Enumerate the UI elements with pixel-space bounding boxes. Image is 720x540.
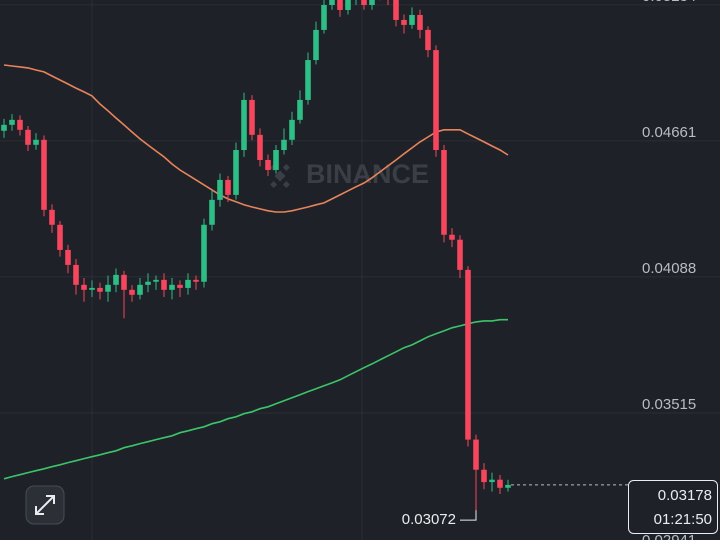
candle-body: [249, 99, 255, 135]
candle-body: [137, 284, 143, 295]
candle-body: [497, 479, 503, 488]
candle-body: [193, 279, 199, 282]
candle-body: [505, 484, 511, 488]
countdown: 01:21:50: [654, 511, 712, 528]
candle-body: [321, 4, 327, 30]
y-tick-label: 0.05234: [642, 0, 696, 5]
candle-body: [169, 284, 175, 290]
candle-layer: [1, 0, 511, 511]
candle-body: [153, 279, 159, 282]
y-tick-label: 0.03515: [642, 396, 696, 413]
candle-body: [121, 274, 127, 290]
candle-body: [433, 50, 439, 151]
candle-body: [17, 119, 23, 130]
moving-average-line: [3, 64, 509, 213]
candle-body: [489, 479, 495, 483]
candle-body: [329, 0, 335, 5]
candle-body: [305, 60, 311, 100]
candle-body: [345, 0, 351, 10]
overlay: 0.03178 01:21:50 0.03072: [402, 480, 718, 534]
candle-body: [297, 99, 303, 120]
candle-body: [361, 0, 367, 5]
expand-icon: [35, 495, 55, 515]
candle-body: [409, 14, 415, 25]
candle-body: [105, 284, 111, 292]
low-price-label: 0.03072: [402, 511, 456, 528]
candle-body: [473, 439, 479, 470]
candle-body: [337, 0, 343, 10]
candle-body: [281, 139, 287, 151]
candle-body: [1, 124, 7, 131]
candle-body: [425, 29, 431, 51]
candle-body: [185, 279, 191, 288]
candle-body: [465, 269, 471, 440]
candle-body: [97, 287, 103, 292]
candle-body: [65, 249, 71, 265]
candle-body: [369, 0, 375, 5]
candle-body: [441, 150, 447, 235]
last-price-box: [628, 480, 718, 534]
candle-body: [73, 264, 79, 285]
candle-body: [401, 19, 407, 25]
candle-body: [257, 134, 263, 160]
last-price: 0.03178: [658, 487, 712, 504]
candle-body: [233, 150, 239, 195]
candle-body: [57, 224, 63, 250]
candle-body: [89, 287, 95, 290]
candle-body: [145, 281, 151, 285]
ma-layer: [3, 64, 509, 480]
candle-body: [417, 14, 423, 30]
candle-body: [49, 209, 55, 225]
candle-body: [9, 119, 15, 125]
candle-body: [25, 129, 31, 145]
candle-body: [481, 469, 487, 483]
candle-body: [81, 284, 87, 290]
candle-body: [289, 119, 295, 140]
candle-body: [201, 224, 207, 282]
candle-body: [209, 199, 215, 225]
candle-body: [313, 29, 319, 61]
candle-body: [265, 159, 271, 170]
candle-body: [273, 150, 279, 170]
y-tick-label: 0.02941: [642, 532, 696, 540]
y-tick-label: 0.04661: [642, 124, 696, 141]
candle-body: [33, 139, 39, 145]
candle-body: [393, 0, 399, 20]
moving-average-line: [3, 318, 508, 480]
candle-body: [129, 289, 135, 295]
candle-body: [225, 179, 231, 195]
candle-body: [41, 139, 47, 210]
candle-body: [161, 279, 167, 290]
candle-body: [241, 99, 247, 151]
low-pointer: [460, 510, 477, 521]
candle-body: [457, 239, 463, 270]
expand-button[interactable]: [25, 485, 65, 525]
watermark-text: BINANCE: [306, 159, 429, 189]
y-tick-label: 0.04088: [642, 260, 696, 277]
candle-body: [113, 274, 119, 285]
candle-body: [449, 234, 455, 240]
candle-body: [177, 284, 183, 288]
candle-body: [217, 179, 223, 200]
